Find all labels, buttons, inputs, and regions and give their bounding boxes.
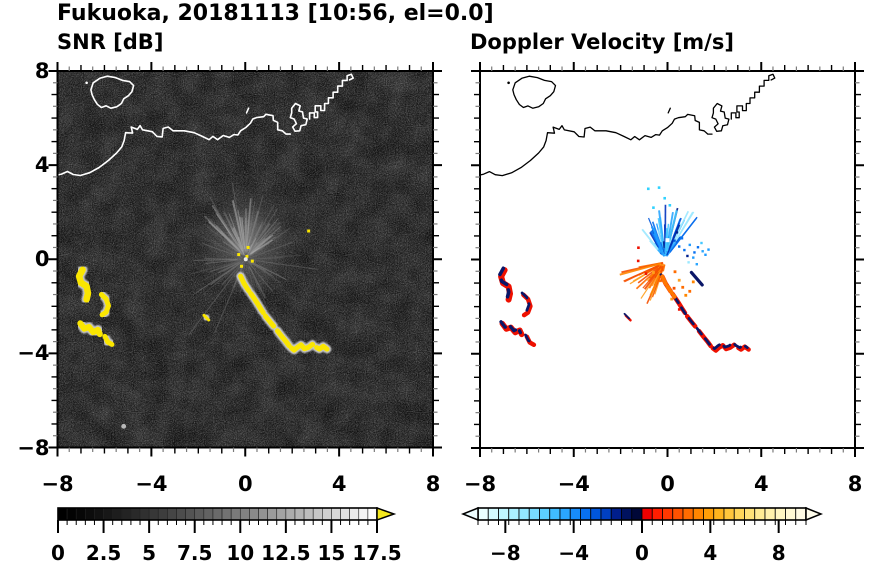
x-tick-label: 4 xyxy=(753,472,769,496)
velocity-background xyxy=(480,71,855,448)
data-gap-square xyxy=(665,238,670,243)
velocity-colorbar-label: 0 xyxy=(635,541,649,565)
snr-colorbar-label: 17.5 xyxy=(352,541,402,565)
snr-colorbar-label: 7.5 xyxy=(176,541,213,565)
snr-echo-blobs xyxy=(73,264,331,355)
y-tick-label: 8 xyxy=(34,59,50,83)
x-tick-label: 8 xyxy=(847,472,863,496)
x-tick-label: 8 xyxy=(425,472,441,496)
snr-colorbar-label: 5 xyxy=(142,541,157,565)
x-tick-label: −4 xyxy=(135,472,168,496)
velocity-colorbar-label: 8 xyxy=(771,541,786,565)
orange-outbound-fan xyxy=(619,261,666,304)
coastline xyxy=(57,73,354,177)
velocity-echo-blobs xyxy=(498,266,751,353)
x-tick-label: −4 xyxy=(557,472,590,496)
x-tick-label: −8 xyxy=(463,472,497,496)
x-tick-label: 0 xyxy=(660,472,675,496)
snr-colorbar xyxy=(57,506,397,533)
navy-streak xyxy=(689,270,704,287)
y-tick-label: −4 xyxy=(17,341,50,366)
velocity-colorbar-label: 4 xyxy=(703,541,718,565)
y-tick-label: 0 xyxy=(34,247,50,272)
snr-colorbar-label: 0 xyxy=(51,541,65,565)
x-tick-label: −8 xyxy=(41,472,74,496)
velocity-map-panel xyxy=(480,71,855,448)
velocity-colorbar xyxy=(460,506,824,533)
radar-origin-dot xyxy=(243,257,248,262)
y-tick-label: −8 xyxy=(17,435,50,460)
snr-colorbar-label: 2.5 xyxy=(85,541,122,565)
figure-title: Fukuoka, 20181113 [10:56, el=0.0] xyxy=(57,1,494,26)
snr-colorbar-label: 15 xyxy=(317,541,346,565)
x-tick-label: 0 xyxy=(237,472,253,496)
scatter-dots xyxy=(636,186,710,311)
y-tick-label: 4 xyxy=(34,153,50,178)
radial-streaks-long xyxy=(187,182,317,336)
snr-colorbar-label: 10 xyxy=(226,541,255,565)
snr-map-panel xyxy=(57,71,433,448)
right-panel-axes xyxy=(471,62,864,457)
blue-inbound-fan xyxy=(641,204,698,257)
gray-dot xyxy=(120,423,126,429)
radial-streaks-fan xyxy=(203,195,281,257)
panel-velocity-title: Doppler Velocity [m/s] xyxy=(470,30,734,54)
velocity-colorbar-label: −8 xyxy=(489,541,521,565)
coastline xyxy=(480,73,776,177)
snr-colorbar-label: 12.5 xyxy=(261,541,311,565)
left-panel-axes xyxy=(48,62,442,457)
panel-snr-title: SNR [dB] xyxy=(57,30,164,54)
x-tick-label: 4 xyxy=(331,472,347,496)
velocity-colorbar-label: −4 xyxy=(558,541,589,565)
